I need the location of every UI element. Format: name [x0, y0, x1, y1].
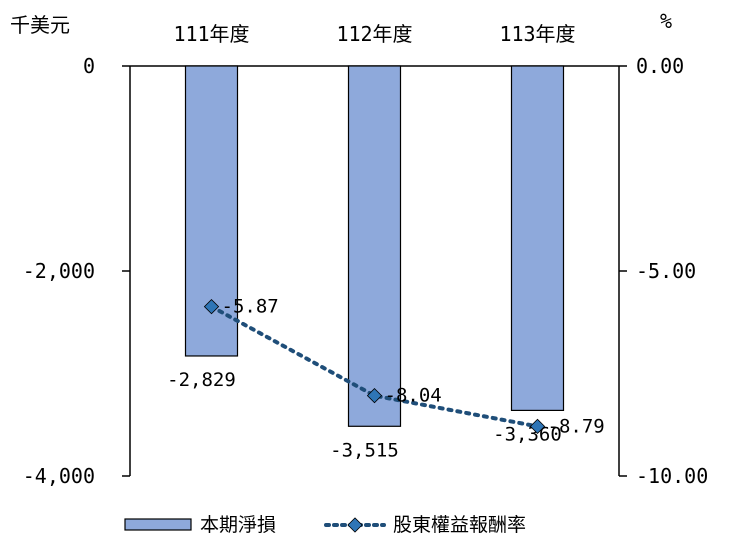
line-path	[209, 304, 540, 429]
category-label: 113年度	[499, 22, 575, 46]
left-tick-labels: 0 -2,000 -4,000	[23, 54, 95, 488]
legend-bar-label: 本期淨損	[200, 514, 276, 536]
bar-series	[184, 65, 565, 427]
line-series	[203, 299, 546, 435]
line-point	[366, 388, 383, 404]
legend-bar-swatch	[124, 518, 192, 531]
category-label: 112年度	[336, 22, 412, 46]
category-labels: 111年度 112年度 113年度	[173, 22, 575, 46]
bar	[510, 65, 565, 411]
line-point	[203, 299, 220, 315]
legend-line-label: 股東權益報酬率	[393, 514, 526, 536]
line-value-labels: -5.87 -8.04 -8.79	[222, 296, 605, 438]
bar-value-labels: -2,829 -3,515 -3,360	[167, 369, 562, 461]
left-tick-label: -4,000	[23, 464, 95, 488]
bar-value-label: -3,360	[493, 423, 562, 445]
left-tick-label: -2,000	[23, 259, 95, 283]
right-axis-unit: %	[660, 9, 672, 33]
bar-value-label: -2,829	[167, 369, 236, 391]
left-axis-unit: 千美元	[10, 13, 70, 37]
line-point	[529, 418, 546, 435]
right-tick-label: -10.00	[636, 464, 708, 488]
line-value-label: -8.04	[385, 385, 442, 407]
category-label: 111年度	[173, 22, 249, 46]
legend-line-marker	[347, 517, 363, 533]
bar-value-label: -3,515	[330, 439, 399, 461]
right-tick-labels: 0.00 -5.00 -10.00	[636, 54, 708, 488]
right-tick-label: 0.00	[636, 54, 684, 78]
line-value-label: -8.79	[548, 415, 605, 437]
left-tick-label: 0	[83, 54, 95, 78]
line-value-label: -5.87	[222, 296, 279, 318]
bar	[347, 65, 402, 427]
legend: 本期淨損 股東權益報酬率	[124, 514, 526, 536]
right-tick-label: -5.00	[636, 259, 696, 283]
